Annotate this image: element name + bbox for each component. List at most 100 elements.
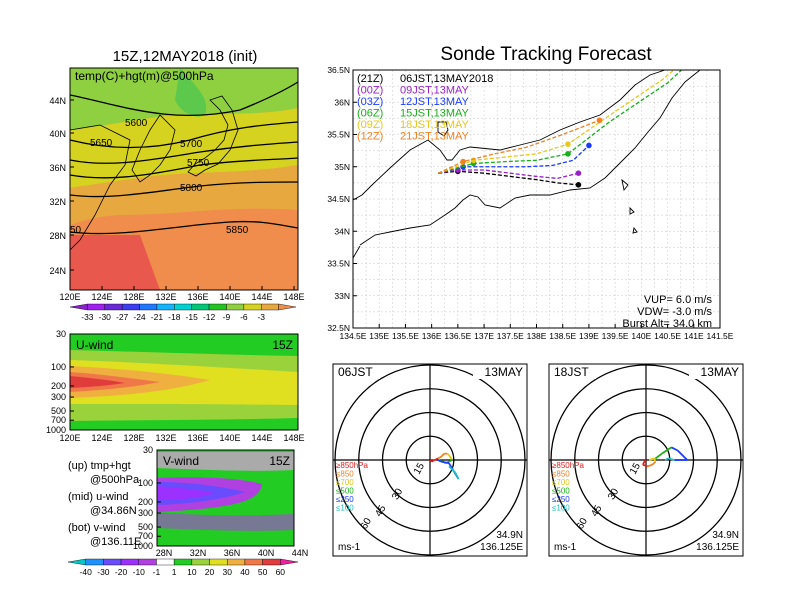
lon-tick-label: 140.5E bbox=[654, 331, 681, 341]
level-legend: ≤500 bbox=[552, 487, 570, 496]
colorbar-label: -33 bbox=[81, 312, 94, 322]
japan-coast bbox=[187, 95, 239, 177]
track-line bbox=[438, 70, 683, 174]
hodo-segment bbox=[670, 446, 679, 452]
lon-tick-label: 124E bbox=[91, 292, 112, 302]
ring-label: 15 bbox=[412, 461, 427, 477]
colorbar-swatch bbox=[261, 303, 279, 311]
china-coast bbox=[69, 124, 131, 251]
pressure-tick-label: 300 bbox=[51, 392, 66, 402]
lon-tick-label: 124E bbox=[91, 433, 112, 443]
track-legend: (21Z) 06JST,13MAY2018 (00Z) 09JST,13MAY (03Z… bbox=[357, 73, 493, 143]
contour-5750 bbox=[69, 157, 299, 179]
lon-tick-label: 144E bbox=[251, 433, 272, 443]
hodo-lat: 34.9N bbox=[496, 530, 523, 541]
legend-time: 12JST,13MAY bbox=[400, 96, 470, 108]
pressure-tick-label: 30 bbox=[143, 445, 153, 455]
lon-tick-label: 140E bbox=[631, 331, 651, 341]
colorbar-swatch bbox=[121, 303, 140, 311]
ring-label: 30 bbox=[606, 486, 621, 502]
legend-up-level: @500hPa bbox=[90, 474, 140, 486]
hodo-segment bbox=[437, 459, 442, 463]
legend-run: (00Z) bbox=[357, 85, 383, 97]
lat-tick-label: 33.5N bbox=[327, 259, 350, 269]
legend-time: 21JST,13MAY bbox=[400, 131, 470, 143]
pressure-tick-label: 200 bbox=[138, 497, 153, 507]
burst-point bbox=[470, 157, 477, 164]
hodo-segment bbox=[440, 453, 445, 458]
vwind-panel: V-wind 15Z bbox=[156, 449, 295, 547]
level-legend: ≤500 bbox=[336, 487, 354, 496]
colorbar-swatch bbox=[243, 303, 262, 311]
colorbar-label: -18 bbox=[168, 312, 181, 322]
hodo-segment bbox=[651, 460, 657, 466]
colorbar-swatch bbox=[156, 303, 175, 311]
panel-legend: (up) tmp+hgt @500hPa (mid) u-wind @34.86… bbox=[68, 460, 141, 548]
colorbar-swatch bbox=[139, 303, 158, 311]
map-lon-ticks: 120E 124E 128E 132E 136E 140E 144E 148E bbox=[59, 286, 305, 302]
colorbar-label: -10 bbox=[133, 567, 146, 577]
title-bg bbox=[334, 365, 380, 379]
contour-5650 bbox=[69, 121, 299, 149]
colorbar-label: 20 bbox=[205, 567, 215, 577]
colorbar-swatch bbox=[280, 558, 299, 566]
cold-core bbox=[175, 68, 207, 117]
lon-tick-label: 135.5E bbox=[392, 331, 419, 341]
legend-run: (12Z) bbox=[357, 131, 383, 143]
hodo-lat: 34.9N bbox=[712, 530, 739, 541]
colorbar-swatch bbox=[174, 303, 192, 311]
pressure-tick-label: 1000 bbox=[133, 541, 153, 551]
hodo-segment bbox=[429, 459, 433, 463]
legend-run: (21Z) bbox=[357, 73, 383, 85]
hodo-segment bbox=[642, 463, 648, 468]
track-line bbox=[437, 119, 600, 174]
ring-label: 15 bbox=[628, 461, 643, 477]
pressure-tick-label: 100 bbox=[138, 478, 153, 488]
landing-point bbox=[565, 141, 571, 147]
colorbar-label: -27 bbox=[116, 312, 129, 322]
level-legend: ≤250 bbox=[552, 495, 570, 504]
lon-tick-label: 132E bbox=[155, 292, 176, 302]
hodo-segment bbox=[643, 459, 647, 463]
hodo-segment bbox=[448, 454, 453, 461]
hodo-unit: ms-1 bbox=[338, 542, 361, 553]
legend-time: 18JST,13MAY bbox=[400, 119, 470, 131]
lon-tick-label: 148E bbox=[283, 433, 304, 443]
pressure-tick-label: 500 bbox=[51, 406, 66, 416]
hodo-segment bbox=[446, 453, 450, 456]
legend-run: (03Z) bbox=[357, 96, 383, 108]
uwind-time: 15Z bbox=[272, 338, 293, 352]
level-legend: ≤850 bbox=[336, 470, 354, 479]
hodo-title-right: 13MAY bbox=[485, 365, 523, 379]
colorbar-swatch bbox=[87, 303, 105, 311]
colorbar-swatch bbox=[262, 558, 281, 566]
colorbar-swatch bbox=[69, 303, 88, 311]
lat-tick-label: 36N bbox=[224, 548, 241, 558]
lon-tick-label: 120E bbox=[59, 433, 80, 443]
title-bg bbox=[473, 365, 526, 379]
contour-label: 5750 bbox=[187, 158, 210, 169]
temp-hgt-map: temp(C)+hgt(m)@500hPa 5600 5650 5700 575… bbox=[69, 67, 299, 291]
hodo-lon: 136.125E bbox=[696, 542, 739, 553]
colorbar-label: -12 bbox=[203, 312, 216, 322]
colorbar-label: -30 bbox=[99, 312, 112, 322]
uwind-panel: U-wind 15Z bbox=[69, 333, 299, 431]
contour-label: 5800 bbox=[180, 183, 203, 194]
lat-tick-label: 32.5N bbox=[327, 323, 350, 333]
ring-label: 45 bbox=[589, 503, 604, 519]
colorbar-label: 1 bbox=[172, 567, 177, 577]
colorbar-swatch bbox=[227, 558, 246, 566]
lat-tick-label: 36.5N bbox=[327, 65, 350, 75]
track-lines bbox=[437, 70, 683, 188]
lat-tick-label: 28N bbox=[49, 231, 66, 241]
legend-mid-level: @34.86N bbox=[90, 505, 137, 517]
colorbar-swatch bbox=[85, 558, 104, 566]
lat-tick-label: 32N bbox=[49, 197, 66, 207]
colorbar-swatch bbox=[138, 558, 157, 566]
legend-time: 09JST,13MAY bbox=[400, 85, 470, 97]
lon-tick-label: 139.5E bbox=[602, 331, 629, 341]
contour-label: 5700 bbox=[180, 139, 203, 150]
colorbar-label: 40 bbox=[240, 567, 250, 577]
lat-tick-label: 24N bbox=[49, 266, 66, 276]
colorbar-label: -15 bbox=[186, 312, 199, 322]
